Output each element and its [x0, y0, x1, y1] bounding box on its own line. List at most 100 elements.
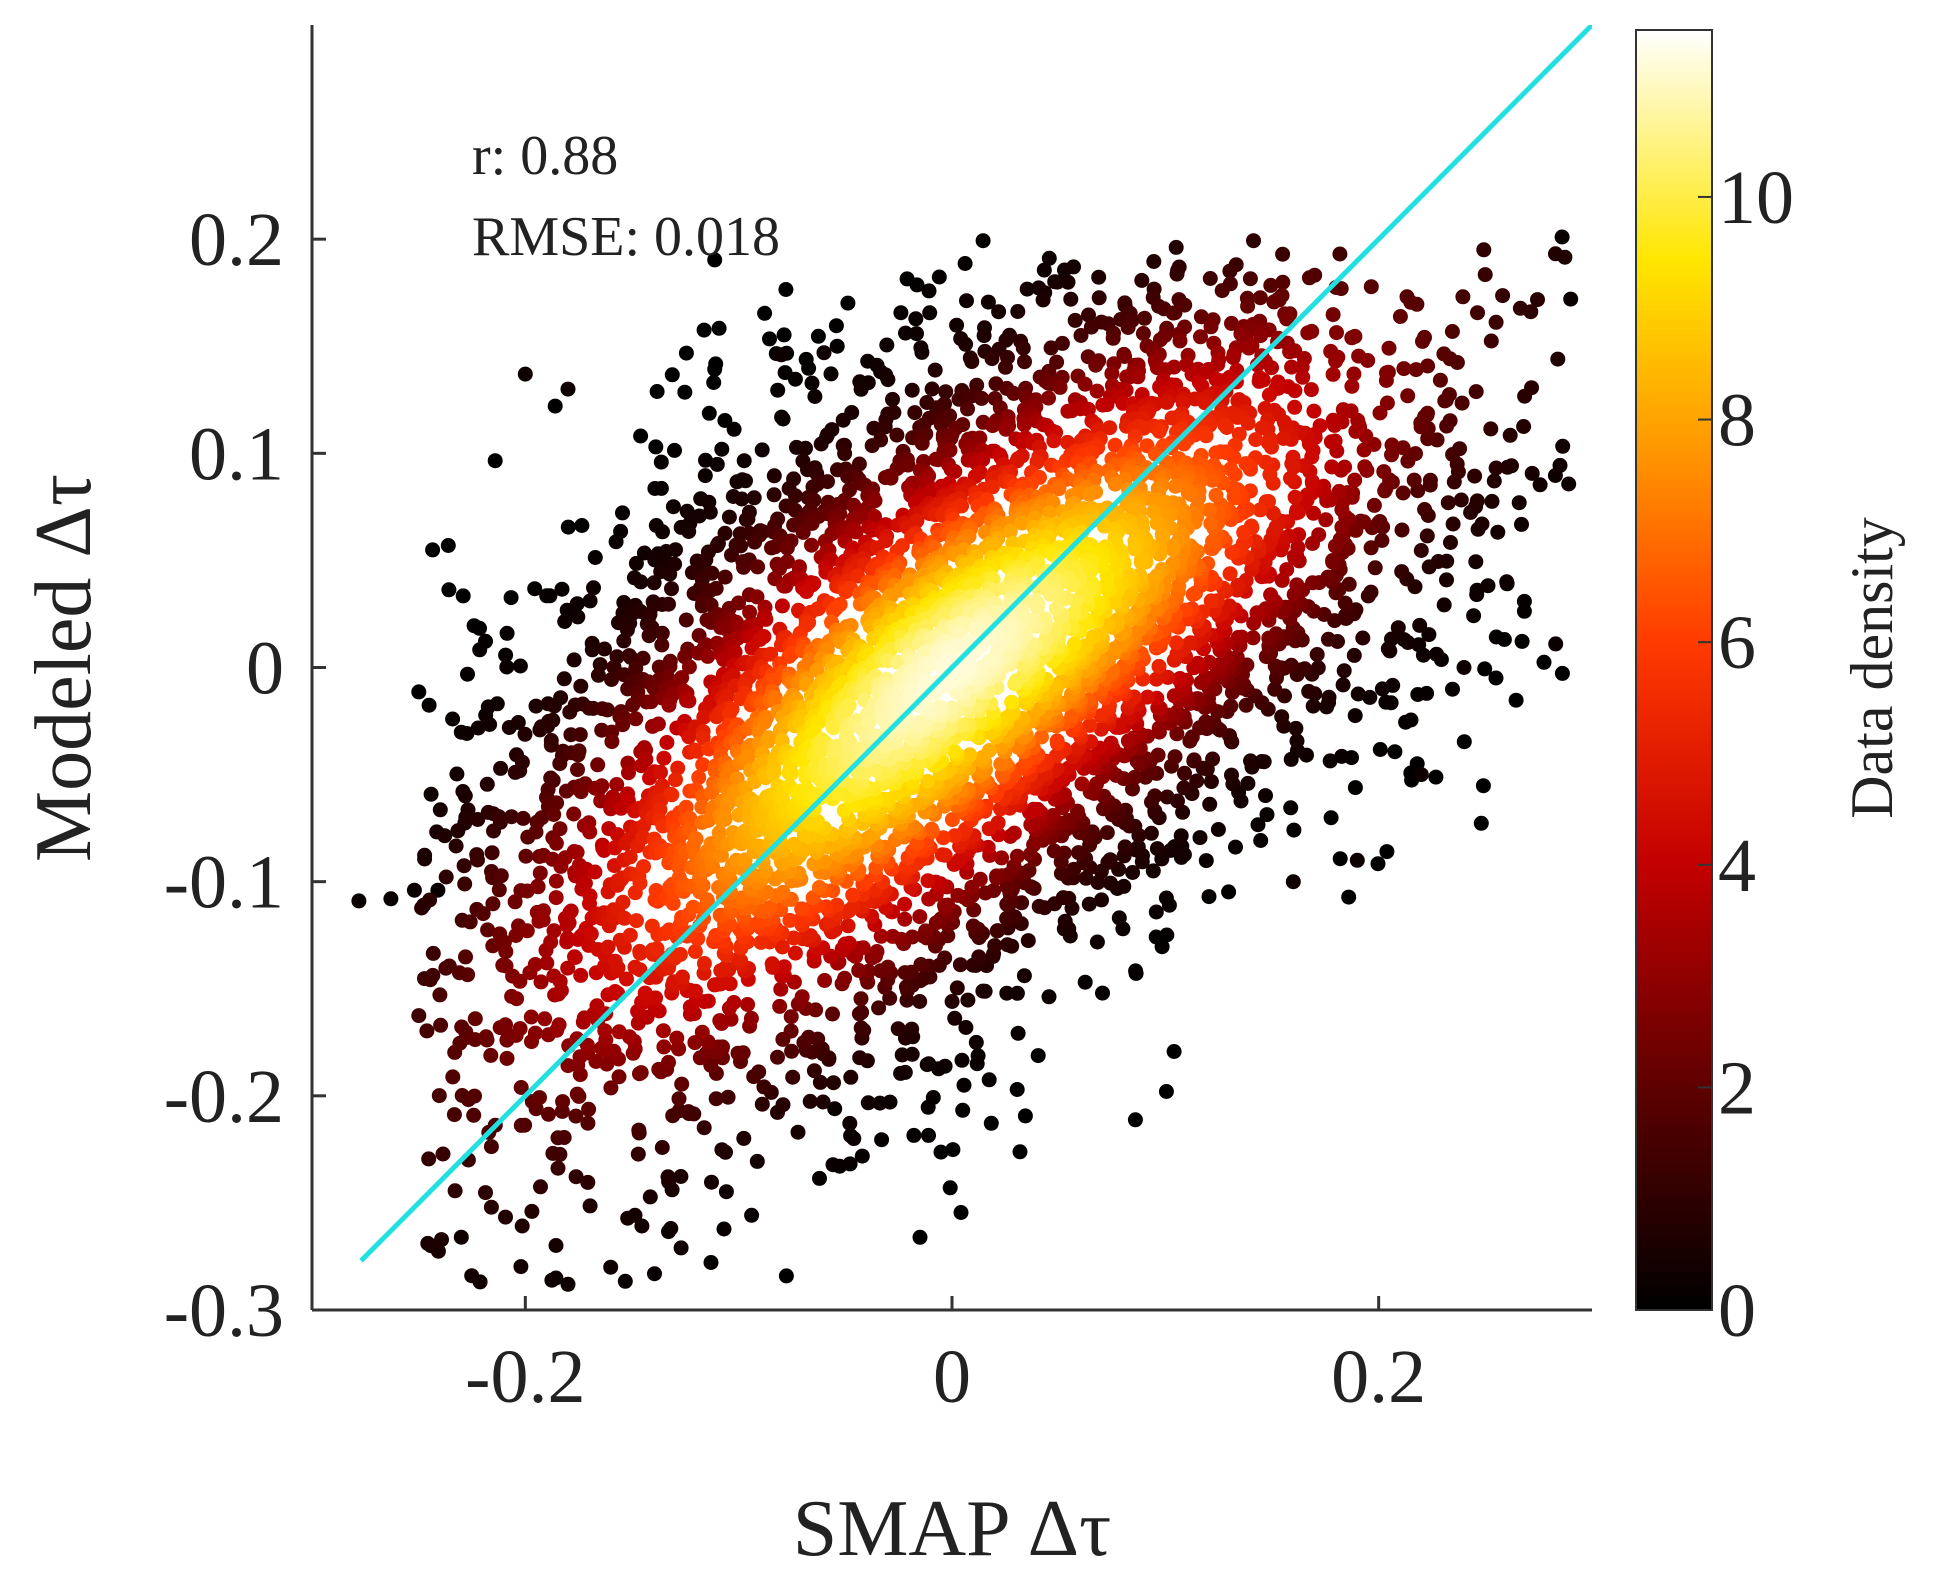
scatter-point: [1202, 271, 1218, 286]
scatter-point: [480, 922, 496, 938]
scatter-point: [860, 1095, 876, 1111]
scatter-point: [1463, 504, 1479, 520]
scatter-point: [952, 957, 968, 973]
scatter-point: [654, 637, 670, 653]
scatter-point: [433, 1017, 449, 1033]
scatter-point: [1253, 833, 1269, 848]
scatter-point: [958, 1020, 974, 1035]
scatter-point: [727, 644, 743, 660]
scatter-point: [950, 887, 966, 903]
scatter-point: [1120, 733, 1136, 749]
scatter-point: [740, 997, 756, 1012]
scatter-point: [717, 811, 733, 827]
scatter-point: [981, 821, 997, 837]
scatter-point: [1336, 663, 1352, 679]
scatter-point: [955, 417, 971, 433]
scatter-point: [654, 625, 670, 641]
scatter-point: [1214, 283, 1230, 299]
scatter-point: [1439, 572, 1454, 588]
scatter-point: [517, 726, 533, 742]
scatter-point: [1475, 778, 1491, 794]
scatter-point: [1201, 889, 1217, 905]
scatter-point: [897, 911, 913, 927]
scatter-point: [1045, 808, 1061, 823]
scatter-point: [543, 737, 559, 753]
scatter-point: [556, 671, 572, 687]
scatter-point: [823, 366, 839, 382]
scatter-point: [933, 1144, 949, 1160]
scatter-point: [1030, 1048, 1046, 1064]
scatter-point: [922, 305, 938, 321]
scatter-point: [1333, 281, 1349, 297]
scatter-point: [949, 980, 965, 996]
scatter-point: [708, 1091, 724, 1107]
scatter-point: [1476, 242, 1492, 258]
scatter-point: [1440, 495, 1456, 511]
scatter-point: [883, 470, 899, 486]
scatter-point: [1284, 456, 1300, 472]
scatter-point: [679, 503, 695, 519]
scatter-point: [994, 850, 1010, 866]
scatter-point: [590, 757, 606, 773]
scatter-point: [1456, 734, 1472, 750]
scatter-point: [528, 824, 544, 840]
scatter-point: [1508, 692, 1524, 708]
scatter-point: [1203, 593, 1219, 609]
scatter-point: [798, 440, 813, 456]
scatter-point: [498, 1209, 513, 1225]
scatter-point: [756, 1079, 772, 1095]
scatter-point: [351, 893, 367, 909]
scatter-point: [1127, 1112, 1143, 1128]
scatter-point: [879, 337, 895, 353]
scatter-point: [734, 491, 750, 507]
scatter-point: [537, 1011, 553, 1027]
scatter-point: [1421, 627, 1437, 643]
scatter-point: [1041, 989, 1057, 1005]
scatter-point: [552, 756, 568, 772]
scatter-point: [1514, 516, 1529, 532]
scatter-point: [1554, 229, 1570, 245]
scatter-point: [766, 487, 782, 503]
scatter-point: [1102, 852, 1118, 868]
scatter-point: [1057, 913, 1073, 929]
scatter-point: [812, 1074, 828, 1090]
scatter-point: [1422, 472, 1438, 488]
scatter-point: [749, 1153, 765, 1169]
scatter-point: [563, 903, 579, 919]
scatter-point: [467, 1011, 483, 1027]
scatter-point: [572, 727, 588, 743]
scatter-point: [783, 765, 799, 781]
scatter-point: [510, 715, 526, 730]
scatter-point: [530, 879, 546, 895]
scatter-point: [704, 565, 720, 581]
scatter-point: [668, 542, 683, 558]
scatter-point: [921, 283, 937, 299]
scatter-point: [1151, 423, 1167, 439]
scatter-point: [616, 633, 632, 649]
scatter-point: [646, 575, 662, 591]
scatter-point: [1240, 775, 1256, 791]
scatter-point: [780, 554, 795, 570]
scatter-point: [1130, 369, 1146, 385]
scatter-point: [1335, 677, 1351, 693]
scatter-point: [770, 1049, 785, 1065]
scatter-point: [1412, 617, 1428, 633]
scatter-point: [1202, 796, 1218, 812]
scatter-point: [696, 322, 712, 338]
scatter-point: [1502, 427, 1518, 443]
scatter-point: [534, 810, 550, 826]
scatter-point: [1203, 319, 1219, 335]
scatter-point: [1295, 369, 1311, 385]
scatter-point: [906, 1127, 922, 1143]
scatter-point: [989, 868, 1005, 884]
scatter-point: [567, 950, 583, 965]
scatter-point: [1400, 388, 1416, 404]
scatter-point: [1347, 708, 1363, 724]
scatter-point: [731, 595, 746, 611]
plot-area: [351, 25, 1592, 1292]
scatter-point: [1017, 354, 1032, 370]
scatter-point: [445, 1069, 461, 1085]
scatter-point: [842, 1115, 858, 1131]
scatter-point: [383, 891, 399, 907]
scatter-point: [489, 696, 505, 712]
